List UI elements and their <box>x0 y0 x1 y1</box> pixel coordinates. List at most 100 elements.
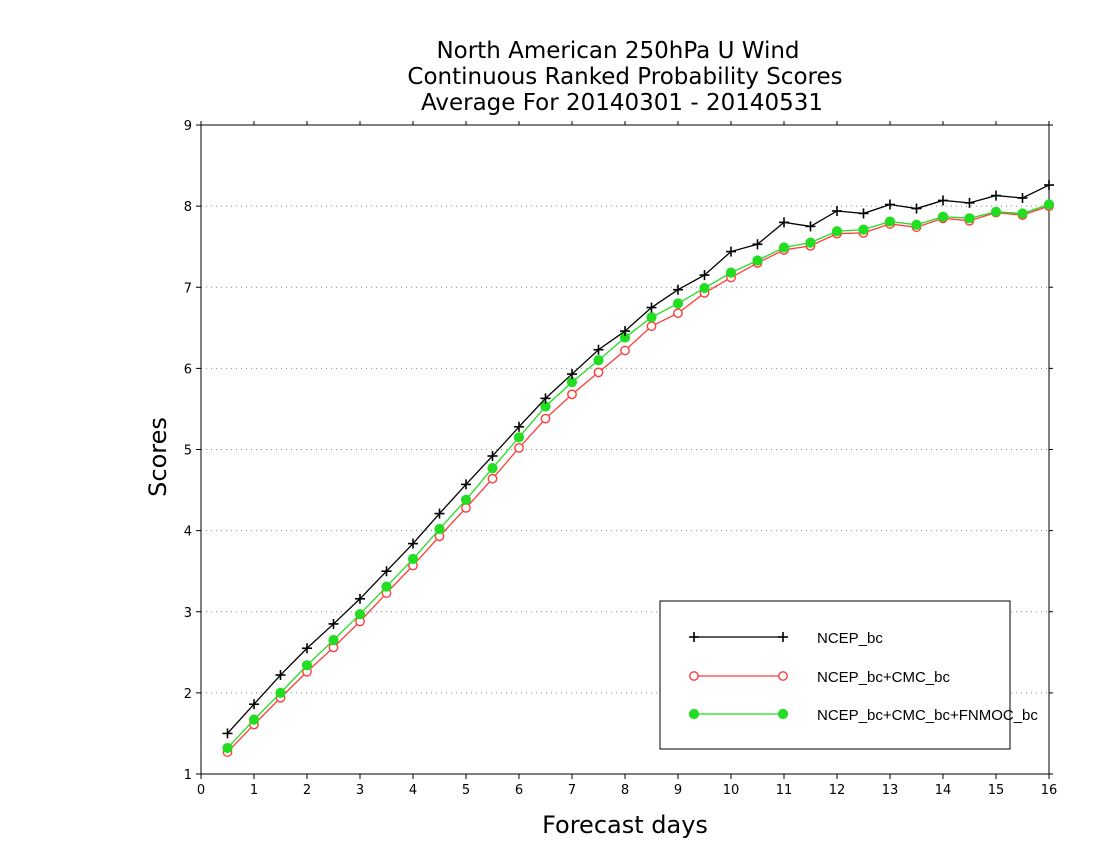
data-point <box>726 246 736 257</box>
data-point <box>302 643 312 654</box>
x-tick-label: 13 <box>882 783 899 798</box>
data-point <box>275 687 286 698</box>
legend-label: NCEP_bc+CMC_bc+FNMOC_bc <box>817 707 1038 724</box>
data-point <box>434 523 445 535</box>
y-tick-label: 8 <box>184 200 192 215</box>
data-point <box>407 553 419 565</box>
data-point <box>513 432 525 443</box>
legend-box <box>659 600 1011 750</box>
chart-title: North American 250hPa U Wind Continuous … <box>407 38 842 116</box>
legend-label: NCEP_bc+CMC_bc <box>817 669 950 686</box>
legend: NCEP_bc NCEP_bc+CMC_bc NCEP_bc+CMC_bc+FNMO… <box>659 600 1038 750</box>
data-point <box>620 345 630 356</box>
data-point <box>1043 199 1055 210</box>
data-point <box>646 302 657 313</box>
data-point <box>248 714 260 725</box>
data-point <box>381 566 392 577</box>
data-point <box>725 267 737 278</box>
data-point <box>249 699 259 710</box>
data-point <box>991 190 1001 201</box>
data-point <box>699 282 710 294</box>
title-line-3: Average For 20140301 - 20140531 <box>421 90 823 116</box>
data-point <box>487 450 498 461</box>
data-point <box>779 217 789 228</box>
data-point <box>567 389 577 400</box>
data-point <box>487 463 498 474</box>
series-2 <box>222 199 1055 754</box>
series-layer <box>222 180 1055 757</box>
x-tick-label: 2 <box>303 783 311 798</box>
data-point <box>460 494 472 505</box>
data-point <box>937 211 949 222</box>
data-point <box>1017 208 1028 219</box>
data-point <box>593 367 604 378</box>
x-tick-label: 4 <box>409 783 417 798</box>
legend-label: NCEP_bc <box>817 630 883 647</box>
x-axis-label: Forecast days <box>542 811 708 839</box>
legend-entry: NCEP_bc+CMC_bc <box>689 669 950 686</box>
data-point <box>673 308 683 319</box>
data-point <box>699 270 710 281</box>
legend-entry: NCEP_bc+CMC_bc+FNMOC_bc <box>688 707 1038 724</box>
data-point <box>222 728 233 739</box>
x-tick-label: 11 <box>776 783 793 798</box>
x-tick-label: 10 <box>723 783 740 798</box>
legend-marker <box>689 632 699 642</box>
data-point <box>222 742 233 754</box>
data-point <box>805 221 816 232</box>
data-point <box>381 581 392 592</box>
x-tick-label: 14 <box>935 783 952 798</box>
y-tick-label: 3 <box>184 606 192 621</box>
data-point <box>911 203 922 214</box>
data-point <box>540 413 551 424</box>
y-tick-label: 2 <box>184 687 192 702</box>
data-point <box>461 479 471 490</box>
data-point <box>408 538 418 549</box>
y-tick-label: 5 <box>184 444 192 459</box>
data-point <box>301 660 313 671</box>
data-point <box>328 618 339 629</box>
legend-marker <box>777 708 789 720</box>
x-tick-label: 6 <box>515 783 523 798</box>
data-point <box>964 197 975 208</box>
data-point <box>354 609 366 620</box>
x-tick-label: 3 <box>356 783 364 798</box>
data-point <box>593 355 604 366</box>
legend-marker <box>688 708 700 720</box>
data-point <box>514 442 524 453</box>
data-point <box>990 206 1002 217</box>
data-point <box>514 421 524 432</box>
data-point <box>911 219 922 230</box>
data-point <box>832 205 842 216</box>
x-tick-label: 9 <box>674 783 682 798</box>
y-tick-label: 4 <box>184 525 192 540</box>
data-point <box>858 224 869 235</box>
legend-marker <box>778 632 788 642</box>
data-point <box>805 237 816 248</box>
data-point <box>752 239 763 250</box>
title-line-1: North American 250hPa U Wind <box>436 38 799 64</box>
data-point <box>1044 180 1054 191</box>
y-tick-label: 1 <box>184 768 192 783</box>
x-tick-label: 12 <box>829 783 846 798</box>
x-tick-label: 16 <box>1041 783 1058 798</box>
x-tick-label: 7 <box>568 783 576 798</box>
data-point <box>672 298 684 309</box>
data-point <box>752 255 763 266</box>
data-point <box>434 508 445 519</box>
title-line-2: Continuous Ranked Probability Scores <box>407 64 842 90</box>
data-point <box>884 216 896 227</box>
data-point <box>540 393 551 404</box>
x-axis: 0 1 2 3 4 5 6 7 8 9 10 11 12 13 14 15 16 <box>197 121 1057 798</box>
data-point <box>938 195 948 206</box>
legend-marker <box>778 671 788 681</box>
data-point <box>646 312 657 323</box>
series-0 <box>222 180 1054 739</box>
data-point <box>487 473 498 484</box>
data-point <box>1017 193 1028 204</box>
data-point <box>328 635 339 646</box>
legend-marker <box>689 671 699 681</box>
legend-entry: NCEP_bc <box>689 630 883 647</box>
data-point <box>778 242 790 253</box>
